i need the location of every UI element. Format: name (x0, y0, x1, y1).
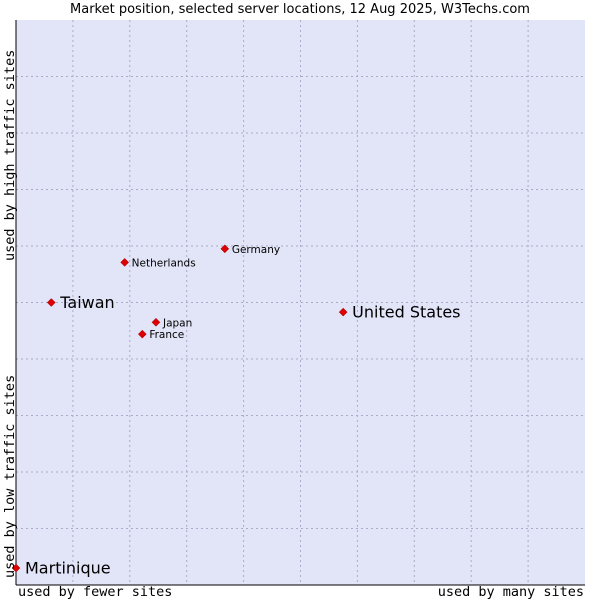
grid-lines (16, 20, 585, 585)
point-labels: United States Taiwan Martinique Germany Neth… (25, 244, 461, 578)
data-point-france (137, 329, 147, 339)
data-point-taiwan (46, 298, 56, 307)
y-axis-label-high: used by high traffic sites (2, 49, 18, 261)
data-point-netherlands (120, 258, 130, 267)
data-points (11, 244, 348, 573)
point-label-netherlands: Netherlands (132, 257, 196, 269)
x-axis-label-low: used by fewer sites (18, 584, 173, 600)
x-axis-label-high: used by many sites (437, 584, 584, 600)
point-label-martinique: Martinique (25, 559, 111, 578)
point-label-japan: Japan (162, 317, 192, 329)
point-label-france: France (149, 329, 184, 341)
data-point-germany (220, 244, 230, 254)
data-point-united-states (338, 307, 348, 317)
axes (15, 20, 585, 586)
point-label-united-states: United States (352, 303, 460, 322)
data-point-martinique (11, 563, 21, 573)
chart-title: Market position, selected server locatio… (70, 2, 530, 17)
y-axis-label-low: used by low traffic sites (2, 374, 18, 578)
point-label-germany: Germany (232, 244, 280, 256)
data-point-japan (151, 317, 161, 327)
point-label-taiwan: Taiwan (59, 293, 114, 312)
